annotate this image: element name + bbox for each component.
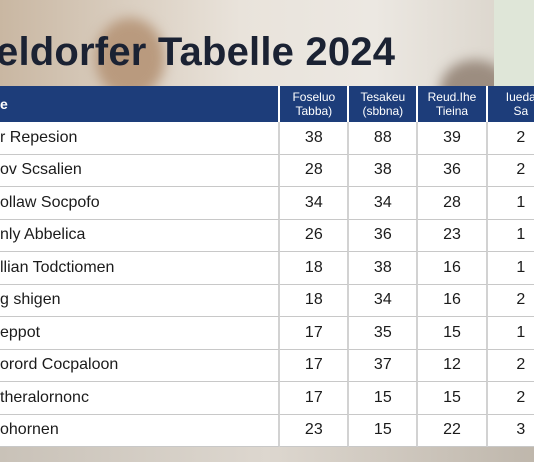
value-cell: 18 <box>280 252 350 285</box>
page-title: eldorfer Tabelle 2024 <box>0 30 396 74</box>
table-row: ollaw Socpofo 34 34 28 1 <box>0 187 534 220</box>
value-cell: 18 <box>280 284 350 317</box>
value-cell: 34 <box>280 187 350 220</box>
value-cell: 34 <box>349 284 419 317</box>
table-row: eppot 17 35 15 1 <box>0 317 534 350</box>
team-name-cell: orord Cocpaloon <box>0 349 281 382</box>
value-cell: 88 <box>349 122 419 155</box>
standings-table: e Foseluo Tabba) Tesakeu (sbbna) Reud.Ihe Tiei… <box>0 86 534 447</box>
value-cell: 23 <box>418 219 488 252</box>
value-cell: 2 <box>487 285 534 317</box>
team-name-cell: ov Scsalien <box>0 154 281 187</box>
team-name-cell: r Repesion <box>0 122 281 155</box>
team-name-cell: g shigen <box>0 284 281 317</box>
value-cell: 1 <box>487 252 534 285</box>
value-cell: 15 <box>349 382 419 415</box>
value-cell: 34 <box>349 187 419 220</box>
value-cell: 12 <box>418 349 488 382</box>
team-name-cell: llian Todctiomen <box>0 252 281 285</box>
team-name-cell: theralornonc <box>0 382 281 415</box>
value-cell: 36 <box>349 219 419 252</box>
value-cell: 16 <box>418 252 488 285</box>
value-cell: 16 <box>418 284 488 317</box>
column-header-3: Reud.Ihe Tieina <box>418 86 488 122</box>
value-cell: 17 <box>280 382 350 415</box>
table-header: e Foseluo Tabba) Tesakeu (sbbna) Reud.Ihe Tiei… <box>0 86 534 122</box>
value-cell: 2 <box>487 122 534 155</box>
value-cell: 17 <box>280 317 350 350</box>
value-cell: 23 <box>280 414 350 447</box>
value-cell: 15 <box>418 382 488 415</box>
value-cell: 38 <box>280 122 350 155</box>
value-cell: 37 <box>349 349 419 382</box>
value-cell: 26 <box>280 219 350 252</box>
table-row: ov Scsalien 28 38 36 2 <box>0 154 534 187</box>
column-header-2: Tesakeu (sbbna) <box>349 86 419 122</box>
table-row: ohornen 23 15 22 3 <box>0 414 534 447</box>
value-cell: 38 <box>349 252 419 285</box>
table-row: g shigen 18 34 16 2 <box>0 284 534 317</box>
column-header-name: e <box>0 86 281 122</box>
value-cell: 38 <box>349 154 419 187</box>
value-cell: 36 <box>418 154 488 187</box>
team-name-cell: ollaw Socpofo <box>0 187 281 220</box>
table-row: llian Todctiomen 18 38 16 1 <box>0 252 534 285</box>
team-name-cell: eppot <box>0 317 281 350</box>
table-row: r Repesion 38 88 39 2 <box>0 122 534 155</box>
value-cell: 1 <box>487 187 534 220</box>
table-row: orord Cocpaloon 17 37 12 2 <box>0 349 534 382</box>
value-cell: 39 <box>418 122 488 155</box>
table-row: nly Abbelica 26 36 23 1 <box>0 219 534 252</box>
column-header-1: Foseluo Tabba) <box>280 86 350 122</box>
value-cell: 2 <box>487 350 534 382</box>
value-cell: 1 <box>487 220 534 252</box>
value-cell: 15 <box>418 317 488 350</box>
table-body: r Repesion 38 88 39 2 ov Scsalien 28 38 36 2 ollaw… <box>0 122 534 447</box>
value-cell: 15 <box>349 414 419 447</box>
value-cell: 17 <box>280 349 350 382</box>
value-cell: 3 <box>487 415 534 447</box>
value-cell: 28 <box>280 154 350 187</box>
value-cell: 35 <box>349 317 419 350</box>
value-cell: 1 <box>487 317 534 350</box>
table-row: theralornonc 17 15 15 2 <box>0 382 534 415</box>
team-name-cell: nly Abbelica <box>0 219 281 252</box>
value-cell: 28 <box>418 187 488 220</box>
column-header-4: Iueda Sa <box>487 86 534 122</box>
value-cell: 2 <box>487 155 534 187</box>
value-cell: 22 <box>418 414 488 447</box>
team-name-cell: ohornen <box>0 414 281 447</box>
value-cell: 2 <box>487 382 534 415</box>
